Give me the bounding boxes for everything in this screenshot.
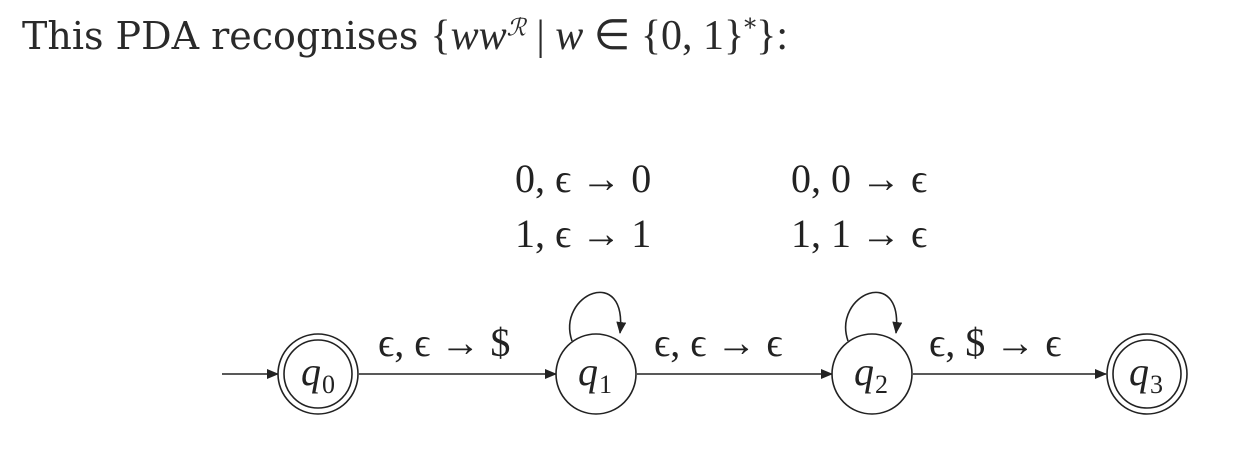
loop-q1-label-1: 0, ϵ → 0 bbox=[515, 156, 651, 201]
state-q1: q 1 bbox=[555, 333, 637, 415]
heading-text: This PDA recognises {wwℛ | w ∈ {0, 1}*}: bbox=[22, 10, 788, 60]
state-q2-sub: 2 bbox=[875, 370, 888, 399]
label-q2-q3: ϵ, $ → ϵ bbox=[929, 320, 1061, 365]
state-q2: q 2 bbox=[831, 333, 913, 415]
state-q1-sub: 1 bbox=[599, 370, 612, 399]
loop-q2-label-2: 1, 1 → ϵ bbox=[791, 211, 927, 256]
loop-q2 bbox=[845, 291, 903, 342]
state-q0: q 0 bbox=[277, 333, 359, 415]
heading-w1: w bbox=[450, 13, 479, 59]
heading-reverse-sup: ℛ bbox=[506, 13, 526, 42]
state-q0-sub: 0 bbox=[322, 370, 335, 399]
loop-q2-label-1: 0, 0 → ϵ bbox=[791, 156, 927, 201]
heading-star: * bbox=[744, 13, 757, 42]
loop-q1-label-2: 1, ϵ → 1 bbox=[515, 211, 651, 256]
state-q3: q 3 bbox=[1106, 333, 1188, 415]
heading-member: ∈ {0, 1} bbox=[583, 13, 745, 59]
label-q0-q1: ϵ, ϵ → $ bbox=[378, 320, 510, 365]
state-q1-name: q bbox=[578, 349, 598, 394]
heading-w3: w bbox=[555, 13, 584, 59]
state-q0-name: q bbox=[301, 349, 321, 394]
heading-lbrace: { bbox=[430, 13, 451, 59]
heading-bar: | bbox=[525, 13, 556, 59]
state-q3-name: q bbox=[1129, 349, 1149, 394]
heading-suffix: }: bbox=[756, 13, 788, 59]
loop-q1 bbox=[569, 291, 627, 342]
heading-prefix: This PDA recognises bbox=[22, 14, 431, 58]
state-q3-sub: 3 bbox=[1150, 370, 1163, 399]
heading-w2: w bbox=[478, 13, 507, 59]
state-q2-name: q bbox=[854, 349, 874, 394]
label-q1-q2: ϵ, ϵ → ϵ bbox=[654, 320, 783, 365]
